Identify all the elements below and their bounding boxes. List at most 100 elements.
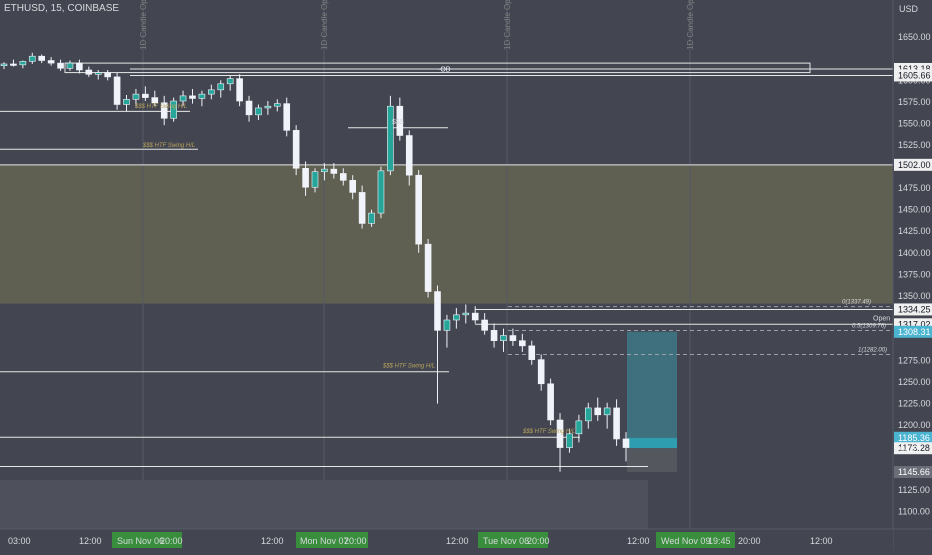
- candle-body: [170, 100, 177, 119]
- session-open-label: 1D Candle Open: [503, 0, 512, 50]
- y-tick-label: 1125.00: [898, 485, 930, 495]
- candle-body: [434, 291, 441, 331]
- price-tag-label: 1308.31: [898, 327, 931, 337]
- chart-annotation: $$$: [392, 119, 404, 126]
- session-open-label: 1D Candle Open: [320, 0, 329, 50]
- session-open-label: 1D Candle Open: [686, 0, 695, 50]
- y-tick-label: 1400.00: [898, 248, 931, 258]
- countdown-label: 04:21: [900, 444, 923, 454]
- candle-body: [575, 420, 583, 435]
- x-tick-label: 12:00: [627, 536, 650, 546]
- price-tag-label: 1613.18: [898, 64, 931, 74]
- chart-annotation: 1(1282.00): [858, 347, 887, 353]
- candle-body: [594, 407, 602, 416]
- candle-body: [94, 72, 102, 75]
- candle-body: [566, 433, 573, 448]
- date-badge: [296, 532, 368, 548]
- candle-body: [311, 171, 319, 188]
- candle-body: [47, 60, 55, 64]
- chart-annotation: $$$ HTF Swing H/L: [134, 104, 187, 110]
- candle-body: [396, 105, 404, 136]
- candle-body: [528, 345, 536, 360]
- candle-body: [424, 243, 432, 292]
- candle-body: [66, 62, 74, 69]
- candle-body: [415, 174, 422, 245]
- candle-body: [245, 100, 253, 116]
- candle-body: [462, 312, 470, 316]
- chart-annotation: $$$ HTF Swing H/L: [382, 364, 435, 370]
- candle-body: [443, 319, 451, 331]
- candle-body: [377, 170, 385, 214]
- chart-annotation: Open: [873, 315, 890, 322]
- candle-body: [236, 78, 243, 102]
- candle-body: [160, 102, 168, 119]
- x-tick-label: 12:00: [446, 536, 469, 546]
- candle-body: [368, 212, 375, 224]
- candle-body: [189, 95, 196, 99]
- y-tick-label: 1575.00: [898, 97, 931, 107]
- price-tag: [894, 442, 932, 455]
- price-tag-label: 1173.28: [898, 443, 930, 453]
- candle-body: [321, 168, 328, 173]
- x-tick-label: Mon Nov 07: [300, 536, 349, 546]
- candle-body: [283, 103, 291, 131]
- candle-body: [613, 407, 620, 440]
- chart-annotation: 0(1337.49): [842, 300, 871, 306]
- y-tick-label: 1350.00: [898, 291, 931, 301]
- candle-body: [405, 135, 413, 176]
- long-position-stop: [627, 448, 677, 473]
- y-tick-label: 1475.00: [898, 183, 931, 193]
- currency-label: USD: [899, 4, 919, 14]
- y-tick-label: 1200.00: [898, 420, 931, 430]
- candle-body: [274, 103, 281, 107]
- x-tick-label: Tue Nov 08: [483, 536, 529, 546]
- x-tick-label: 20:00: [738, 536, 761, 546]
- candle-body: [547, 383, 554, 421]
- candle-body: [113, 76, 121, 105]
- date-badge: [112, 532, 182, 548]
- candle-body: [208, 89, 215, 95]
- candle-body: [57, 62, 64, 69]
- candle-body: [453, 314, 460, 321]
- candle-body: [537, 359, 545, 385]
- x-tick-label: 20:00: [527, 536, 550, 546]
- session-open-label: 1D Candle Open: [139, 0, 148, 50]
- order-block: [64, 62, 811, 74]
- candle-body: [358, 192, 366, 224]
- candle-body: [471, 312, 479, 321]
- candle-body: [151, 97, 159, 104]
- long-position-target: [627, 331, 677, 438]
- candle-body: [302, 167, 309, 188]
- candle-body: [142, 93, 149, 98]
- price-tag-label: 1605.66: [898, 70, 931, 80]
- price-axis-bg: [893, 0, 932, 550]
- price-tag-label: 1334.25: [898, 304, 931, 314]
- price-tag-label: 1317.02: [898, 319, 931, 329]
- symbol-label: ETHUSD, 15, COINBASE: [4, 3, 120, 14]
- price-tag-label: 1145.66: [898, 467, 930, 477]
- y-tick-label: 1275.00: [898, 356, 931, 366]
- premium-zone: [0, 164, 893, 304]
- candle-body: [585, 407, 592, 422]
- candle-body: [330, 168, 338, 174]
- price-tag: [894, 325, 932, 338]
- y-tick-label: 1100.00: [898, 506, 930, 516]
- price-tag: [894, 431, 932, 444]
- candle-body: [255, 107, 262, 116]
- x-tick-label: 12:00: [79, 536, 102, 546]
- candle-body: [132, 93, 140, 100]
- y-tick-label: 1650.00: [898, 32, 931, 42]
- candle-body: [603, 407, 611, 416]
- chart-annotation: -OB: [438, 66, 451, 73]
- y-tick-label: 1225.00: [898, 399, 931, 409]
- candle-body: [292, 130, 300, 169]
- candle-body: [38, 55, 45, 61]
- x-tick-label: 03:00: [8, 536, 31, 546]
- x-tick-label: 12:00: [810, 536, 833, 546]
- candle-body: [19, 61, 27, 66]
- chart-annotation: 0.5(1309.76): [852, 324, 886, 330]
- candle-body: [387, 105, 394, 172]
- candle-body: [339, 173, 347, 181]
